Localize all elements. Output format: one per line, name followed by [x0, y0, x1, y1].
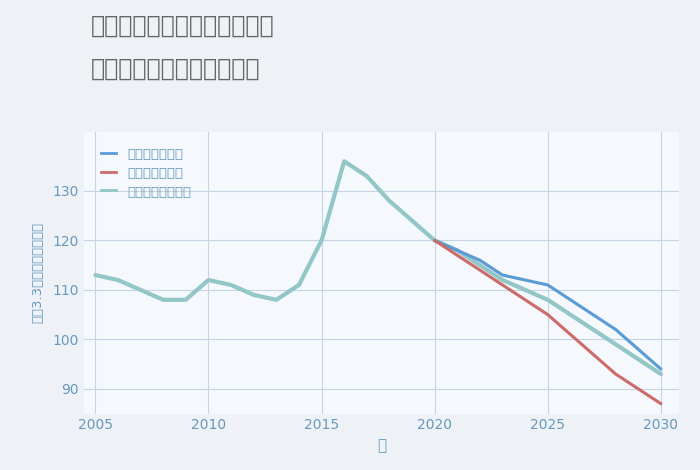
Y-axis label: 坪（3.3㎡）単価（万円）: 坪（3.3㎡）単価（万円） [32, 222, 44, 323]
Text: 中古マンションの価格推移: 中古マンションの価格推移 [91, 56, 260, 80]
Legend: グッドシナリオ, バッドシナリオ, ノーマルシナリオ: グッドシナリオ, バッドシナリオ, ノーマルシナリオ [97, 144, 195, 203]
Text: 大阪府堺市中区八田南之町の: 大阪府堺市中区八田南之町の [91, 14, 274, 38]
X-axis label: 年: 年 [377, 438, 386, 453]
